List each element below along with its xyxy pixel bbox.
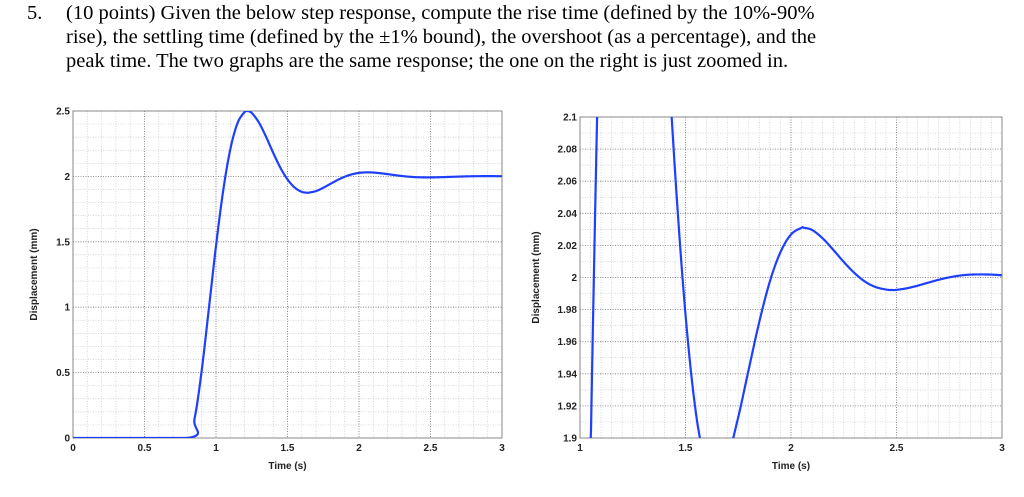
y-axis-label: Displacement (mm) xyxy=(29,228,40,320)
y-tick-label: 1.98 xyxy=(558,305,578,316)
x-tick-label: 2.5 xyxy=(424,443,438,454)
question-number: 5. xyxy=(27,2,43,24)
x-axis-label: Time (s) xyxy=(268,461,306,472)
question-line: (10 points) Given the below step respons… xyxy=(66,2,815,24)
y-tick-label: 1 xyxy=(64,303,70,314)
x-tick-label: 3 xyxy=(499,443,505,454)
y-tick-label: 2 xyxy=(571,273,577,284)
y-tick-label: 0.5 xyxy=(56,368,70,379)
x-tick-label: 1 xyxy=(577,443,583,454)
y-tick-label: 1.5 xyxy=(56,237,70,248)
x-tick-label: 0 xyxy=(70,443,76,454)
chart-2: 1 1.5 2 2.5 3 1.9 1.92 1.94 1.96 1.98 2 2.02 2.04 2.0… xyxy=(531,113,1005,473)
question-text: (10 points) Given the below step respons… xyxy=(66,1,1021,73)
x-tick-label: 2 xyxy=(788,443,794,454)
y-tick-label: 1.94 xyxy=(558,369,578,380)
y-tick-label: 2.08 xyxy=(558,145,578,156)
y-tick-label: 1.9 xyxy=(563,434,577,445)
y-tick-label: 1.92 xyxy=(558,401,578,412)
y-tick-label: 1.96 xyxy=(558,337,578,348)
y-tick-label: 2.06 xyxy=(558,177,578,188)
plot-border xyxy=(72,110,503,439)
question-line: rise), the settling time (defined by the… xyxy=(66,26,817,48)
response-line xyxy=(589,117,1002,438)
y-axis-label: Displacement (mm) xyxy=(531,231,542,323)
plot-border xyxy=(579,116,1003,439)
chart-1: 0 0.5 1 1.5 2 2.5 3 0 0.5 1 1.5 2 2.5 Time (s) Displac… xyxy=(29,107,505,473)
question-line: peak time. The two graphs are the same r… xyxy=(66,50,789,72)
x-tick-label: 2 xyxy=(356,443,362,454)
x-tick-label: 1.5 xyxy=(281,443,295,454)
y-tick-label: 2.02 xyxy=(558,241,578,252)
x-tick-label: 2.5 xyxy=(890,443,904,454)
y-tick-label: 2.1 xyxy=(563,113,577,124)
y-tick-label: 0 xyxy=(64,434,70,445)
x-tick-label: 0.5 xyxy=(138,443,152,454)
y-tick-label: 2 xyxy=(64,172,70,183)
y-tick-label: 2.04 xyxy=(558,209,578,220)
response-line xyxy=(73,111,502,438)
x-tick-label: 3 xyxy=(999,443,1005,454)
x-tick-label: 1.5 xyxy=(679,443,693,454)
x-axis-label: Time (s) xyxy=(772,461,810,472)
y-tick-label: 2.5 xyxy=(56,107,70,118)
x-tick-label: 1 xyxy=(213,443,219,454)
